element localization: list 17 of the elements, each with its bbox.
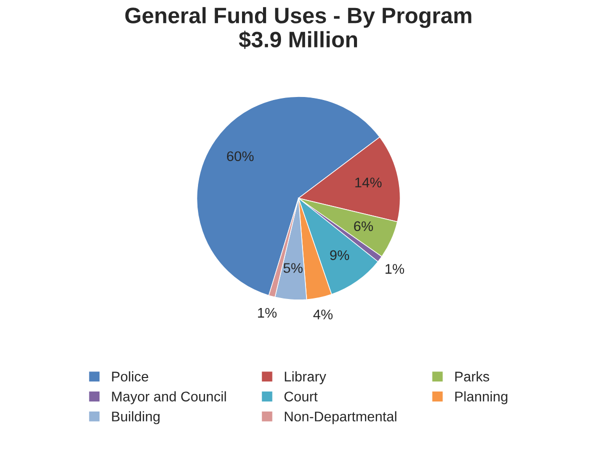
data-label: 1% <box>386 264 404 274</box>
legend-label: Court <box>284 392 318 402</box>
legend-label: Planning <box>455 391 508 404</box>
data-label: 6% <box>354 221 373 232</box>
legend-label: Mayor and Council <box>112 391 226 404</box>
legend-label: Non-Departmental <box>284 411 396 424</box>
legend-label: Police <box>112 371 148 382</box>
chart-title: General Fund Uses - By Program $3.9 Million <box>125 7 472 49</box>
data-label: 4% <box>313 310 333 320</box>
data-label: 60% <box>227 151 254 162</box>
legend-label: Library <box>284 371 326 384</box>
legend-label: Parks <box>455 371 490 382</box>
data-label: 14% <box>355 178 382 188</box>
data-label: 9% <box>330 250 350 260</box>
legend-label: Building <box>112 411 160 424</box>
data-label: 5% <box>284 263 303 273</box>
data-label: 1% <box>258 308 277 318</box>
